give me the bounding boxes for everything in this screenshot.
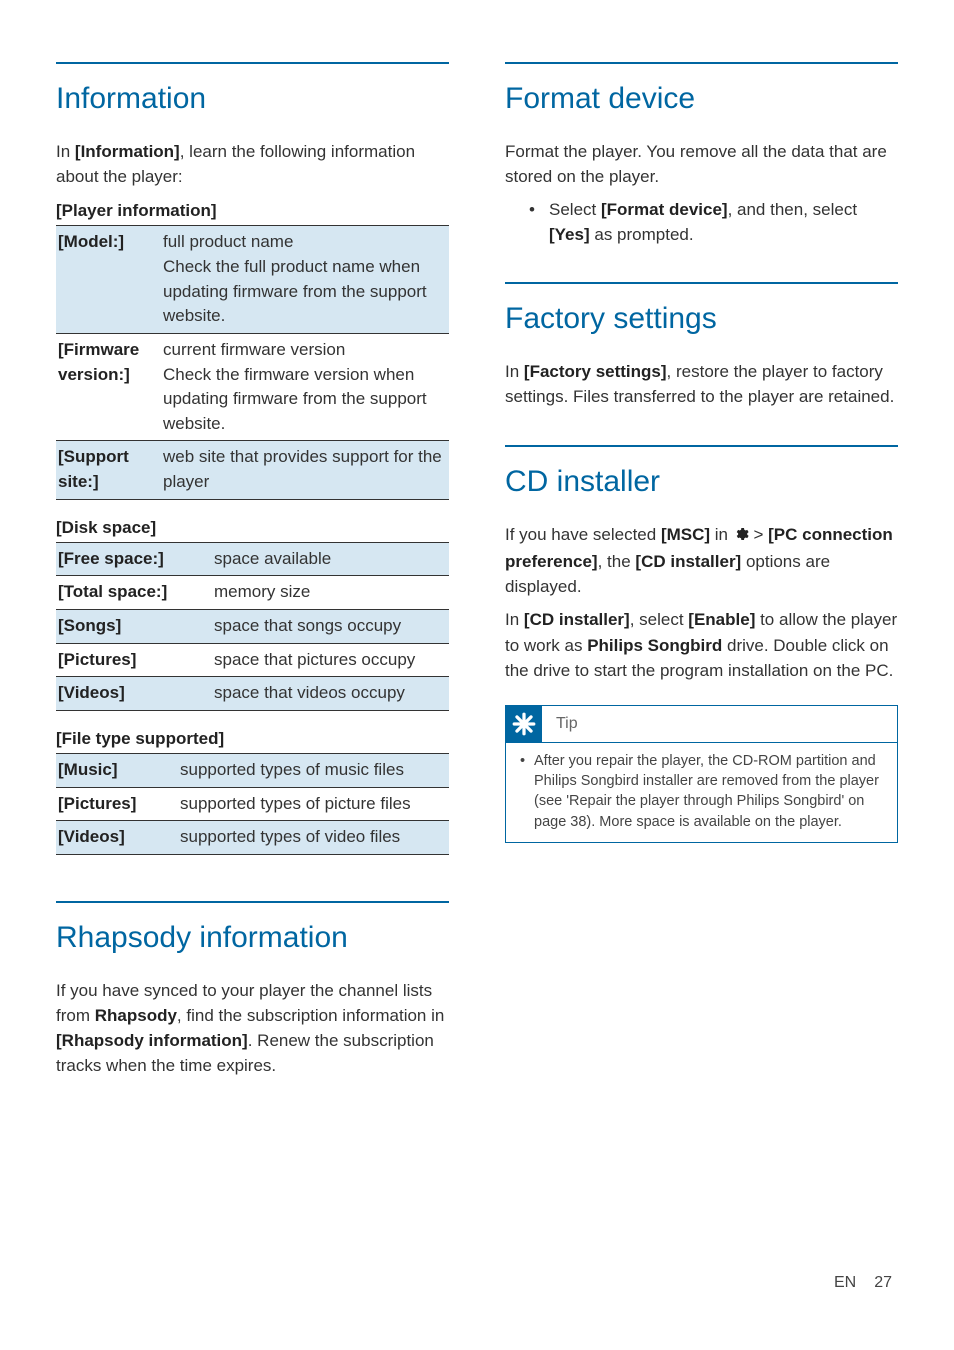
- heading-information: Information: [56, 62, 449, 115]
- list-item: Select [Format device], and then, select…: [549, 197, 898, 247]
- player-info-table: [Model:]full product name Check the full…: [56, 225, 449, 499]
- disk-space-table: [Free space:]space available [Total spac…: [56, 542, 449, 711]
- footer-page: 27: [874, 1274, 892, 1291]
- table-row: [Videos]space that videos occupy: [56, 677, 449, 711]
- table-row: [Music]supported types of music files: [56, 753, 449, 787]
- disk-space-label: [Disk space]: [56, 518, 449, 538]
- table-row: [Videos]supported types of video files: [56, 821, 449, 855]
- file-type-label: [File type supported]: [56, 729, 449, 749]
- rhapsody-text: If you have synced to your player the ch…: [56, 978, 449, 1079]
- format-bullets: Select [Format device], and then, select…: [505, 197, 898, 247]
- table-row: [Model:]full product name Check the full…: [56, 226, 449, 334]
- format-text: Format the player. You remove all the da…: [505, 139, 898, 189]
- heading-factory-settings: Factory settings: [505, 282, 898, 335]
- cd-text-2: In [CD installer], select [Enable] to al…: [505, 607, 898, 682]
- left-column: Information In [Information], learn the …: [56, 62, 449, 1086]
- table-row: [Support site:]web site that provides su…: [56, 441, 449, 499]
- heading-format-device: Format device: [505, 62, 898, 115]
- gear-icon: [733, 524, 749, 549]
- file-type-table: [Music]supported types of music files [P…: [56, 753, 449, 855]
- right-column: Format device Format the player. You rem…: [505, 62, 898, 1086]
- tip-body: After you repair the player, the CD-ROM …: [506, 742, 897, 842]
- heading-cd-installer: CD installer: [505, 445, 898, 498]
- tip-label: Tip: [556, 715, 578, 733]
- tip-box: Tip After you repair the player, the CD-…: [505, 705, 898, 843]
- tip-text: After you repair the player, the CD-ROM …: [534, 751, 885, 832]
- tip-header: Tip: [506, 706, 897, 742]
- page-footer: EN 27: [834, 1274, 892, 1292]
- table-row: [Total space:]memory size: [56, 576, 449, 610]
- heading-rhapsody: Rhapsody information: [56, 901, 449, 954]
- cd-text-1: If you have selected [MSC] in > [PC conn…: [505, 522, 898, 599]
- table-row: [Pictures]space that pictures occupy: [56, 643, 449, 677]
- asterisk-icon: [506, 706, 542, 742]
- table-row: [Pictures]supported types of picture fil…: [56, 787, 449, 821]
- player-info-label: [Player information]: [56, 201, 449, 221]
- table-row: [Free space:]space available: [56, 542, 449, 576]
- table-row: [Songs]space that songs occupy: [56, 610, 449, 644]
- footer-lang: EN: [834, 1274, 856, 1291]
- table-row: [Firmware version:]current firmware vers…: [56, 333, 449, 441]
- information-intro: In [Information], learn the following in…: [56, 139, 449, 189]
- factory-text: In [Factory settings], restore the playe…: [505, 359, 898, 409]
